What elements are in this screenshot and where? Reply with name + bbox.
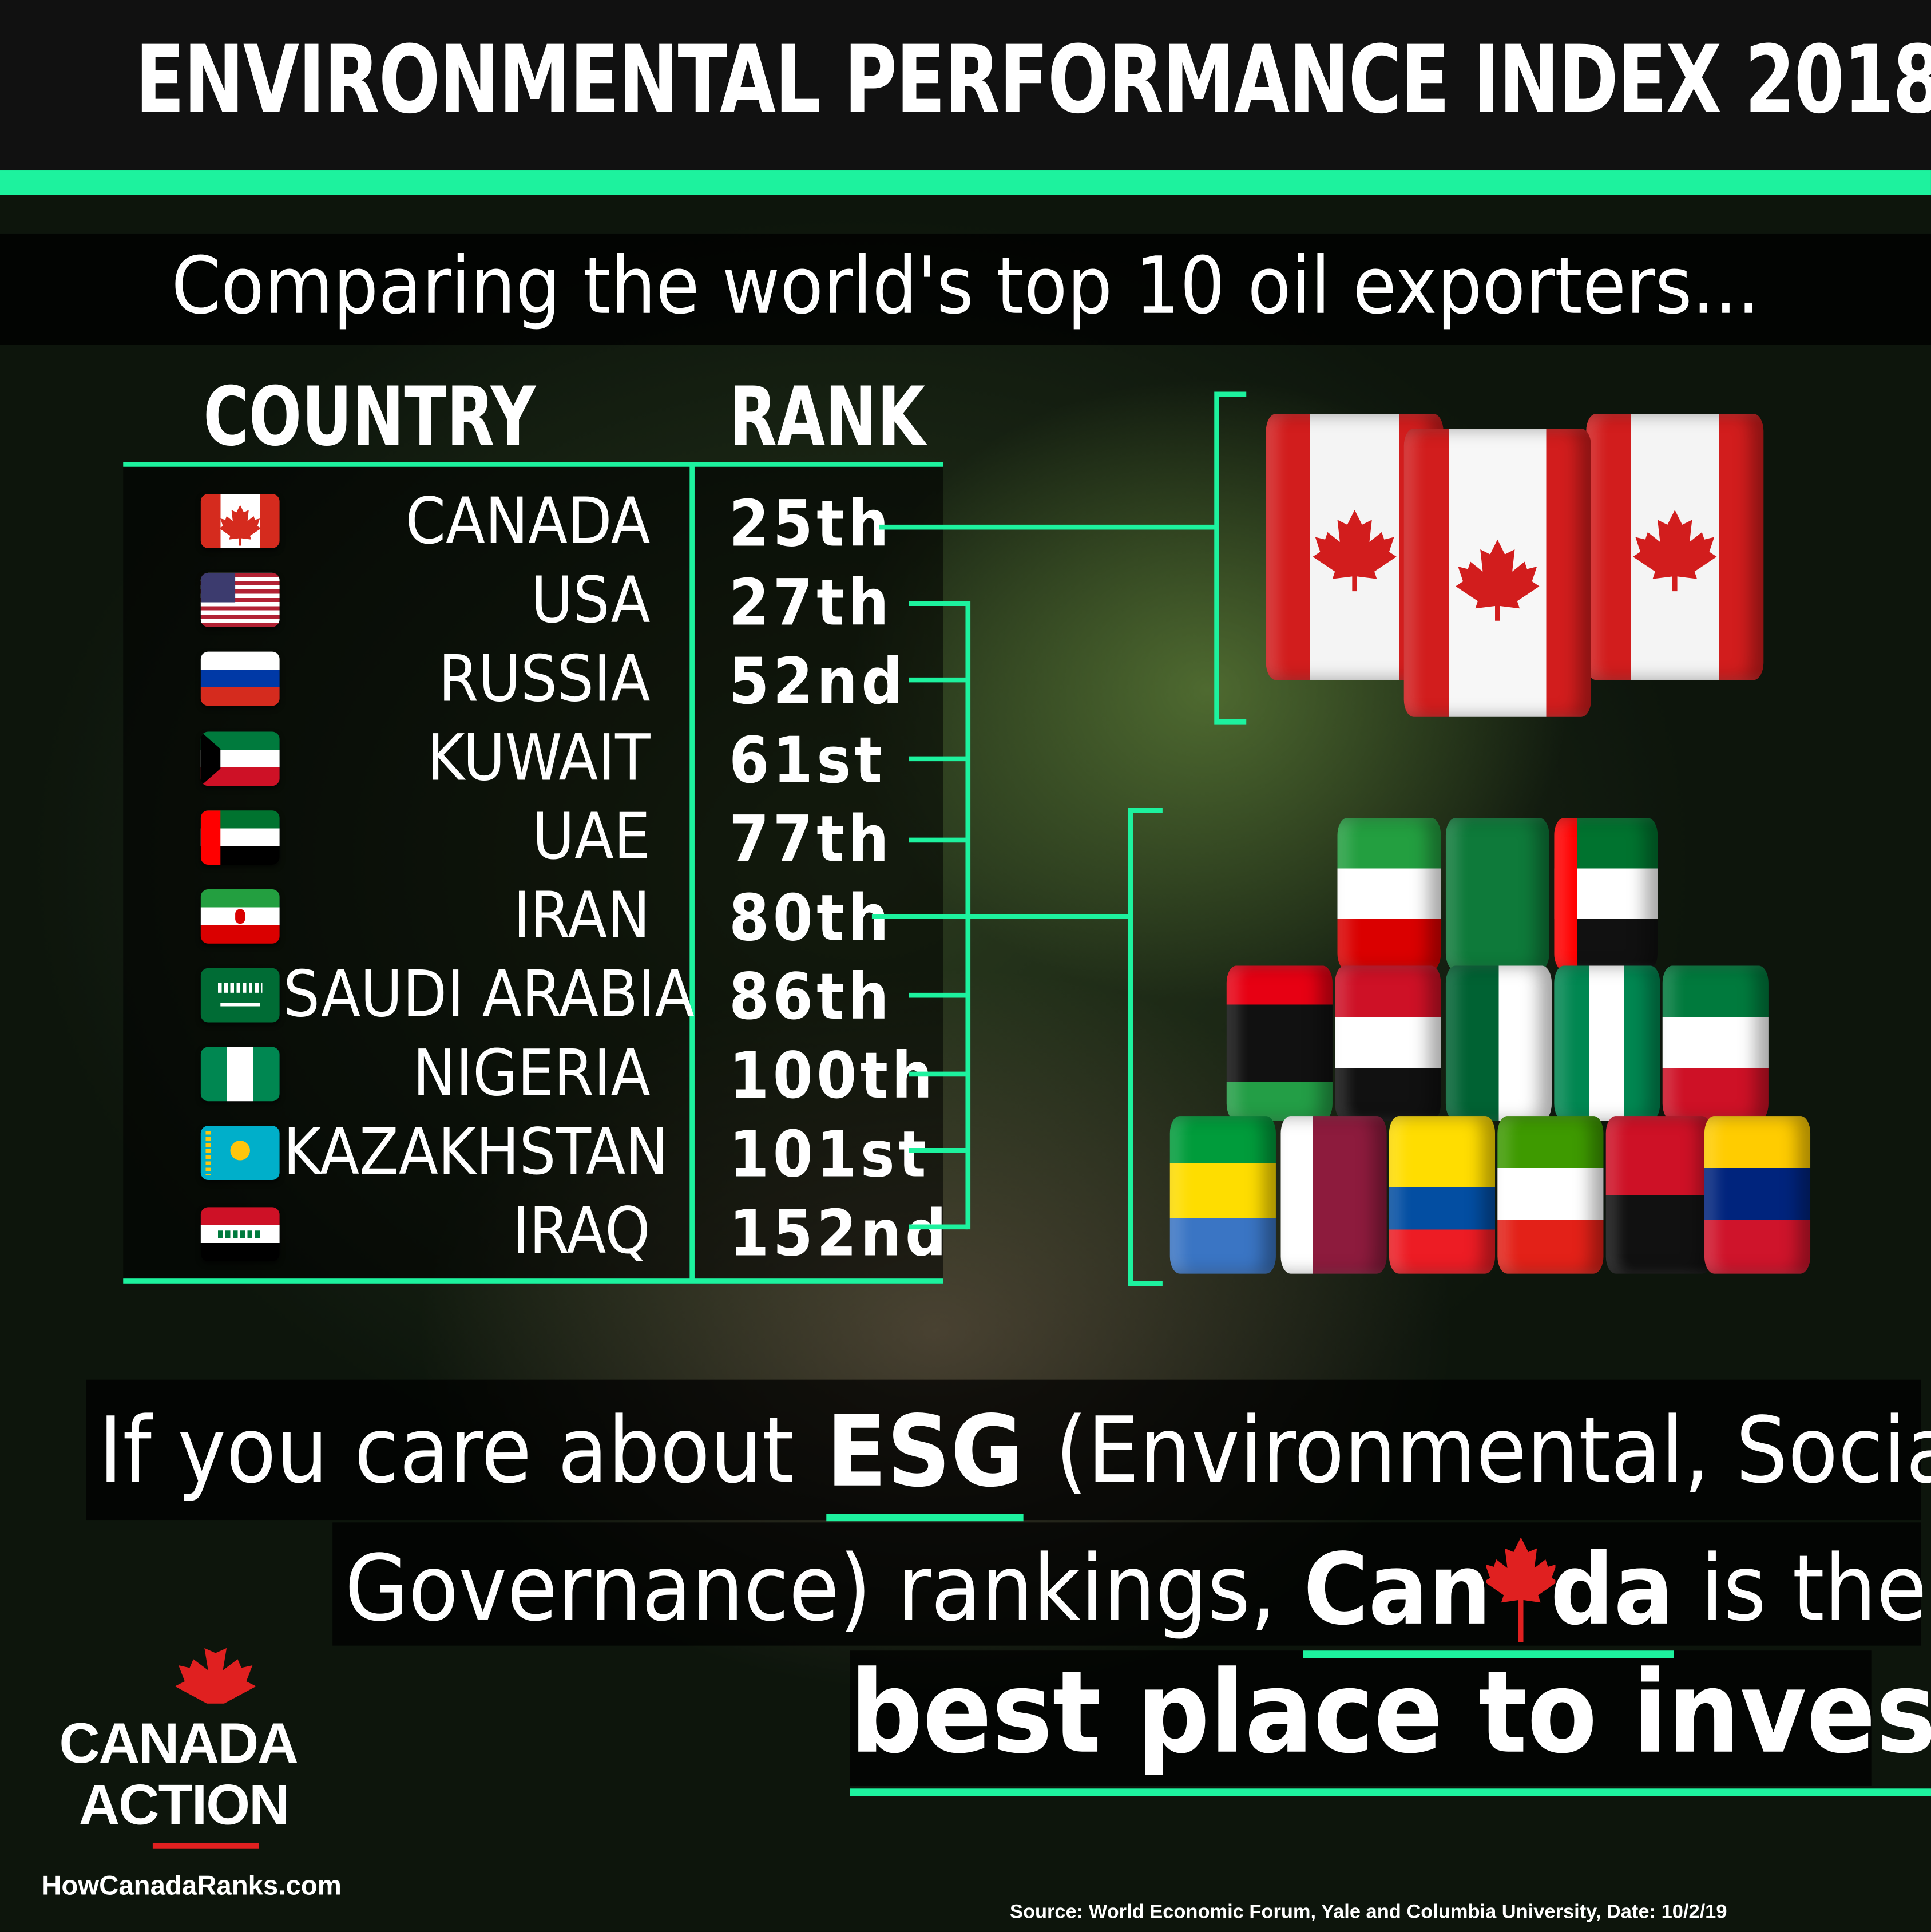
country-column-header: COUNTRY [203, 369, 536, 465]
best-place-highlight: best place to invest [850, 1646, 1931, 1796]
table-column-divider [689, 464, 695, 1281]
message-text: (Environmental, Social, [1055, 1397, 1931, 1505]
title-divider [0, 170, 1931, 195]
brand-underline [152, 1842, 259, 1849]
kazakhstan-flag-icon [200, 1126, 280, 1180]
best-place-underline [850, 1788, 1931, 1796]
rank-value: 52nd [729, 645, 906, 720]
table-bottom-rule [123, 1278, 943, 1284]
esg-highlight: ESG [826, 1393, 1024, 1521]
canada-oil-barrels [1266, 414, 1791, 717]
canada-action-maple-leaf-icon [175, 1636, 256, 1704]
rank-value: 101st [729, 1118, 930, 1193]
country-name: SAUDI ARABIA [283, 958, 695, 1032]
country-name: CANADA [405, 485, 651, 560]
table-top-rule [123, 462, 943, 467]
canada-text-start: Can [1303, 1531, 1492, 1646]
canada-highlight: Can da [1303, 1530, 1674, 1658]
message-line-3: best place to invest [850, 1646, 1931, 1796]
rank-value: 80th [729, 882, 893, 956]
usa-flag-icon [200, 572, 280, 627]
rank-value: 25th [729, 488, 893, 562]
rank-value: 77th [729, 803, 893, 877]
iraq-flag-icon [200, 1207, 280, 1262]
country-name: IRAQ [512, 1194, 651, 1269]
rank-value: 27th [729, 567, 893, 641]
country-name: NIGERIA [413, 1037, 651, 1111]
saudi-arabia-flag-icon [200, 968, 280, 1023]
message-band [850, 1650, 1872, 1786]
website-link[interactable]: HowCanadaRanks.com [42, 1870, 342, 1901]
title-bar [0, 0, 1931, 171]
country-name: KUWAIT [427, 722, 651, 796]
iran-flag-icon [200, 889, 280, 944]
message-text: If you care about [98, 1397, 795, 1505]
country-name: RUSSIA [438, 643, 651, 717]
nigeria-flag-icon [200, 1047, 280, 1102]
esg-text: ESG [826, 1393, 1024, 1509]
connector-lines [871, 391, 1247, 1286]
message-text: Governance) rankings, [344, 1536, 1276, 1642]
rank-value: 100th [729, 1039, 937, 1114]
uae-flag-icon [200, 810, 280, 865]
country-name: UAE [532, 801, 651, 875]
country-name: IRAN [513, 879, 651, 953]
rank-column-header: RANK [729, 369, 926, 465]
country-name: USA [530, 564, 651, 638]
message-line-1: If you care about ESG (Environmental, So… [98, 1389, 1931, 1521]
rank-value: 86th [729, 960, 893, 1035]
brand-name-line-1: CANADA [59, 1711, 298, 1775]
russia-flag-icon [200, 651, 280, 706]
message-text: is the [1700, 1536, 1927, 1642]
country-name: KAZAKHSTAN [283, 1116, 669, 1190]
source-citation: Source: World Economic Forum, Yale and C… [1009, 1902, 1727, 1923]
subtitle: Comparing the world's top 10 oil exporte… [171, 241, 1760, 333]
subtitle-band [0, 233, 1931, 345]
esg-underline [826, 1513, 1024, 1521]
message-band [332, 1522, 1921, 1646]
best-place-text: best place to invest [850, 1646, 1931, 1778]
canada-flag-icon [200, 494, 280, 548]
message-band [86, 1379, 1921, 1521]
canada-text-end: da [1550, 1531, 1674, 1646]
maple-leaf-icon [1486, 1537, 1556, 1642]
rank-value: 61st [729, 724, 886, 798]
other-oil-barrels [1167, 813, 1820, 1276]
rank-value: 152nd [729, 1197, 950, 1272]
brand-name-line-2: ACTION [78, 1772, 290, 1837]
page-title: ENVIRONMENTAL PERFORMANCE INDEX 2018 [135, 25, 1931, 134]
canada-underline [1303, 1650, 1674, 1658]
kuwait-flag-icon [200, 731, 280, 786]
message-line-2: Governance) rankings, Can da is the [344, 1527, 1927, 1658]
